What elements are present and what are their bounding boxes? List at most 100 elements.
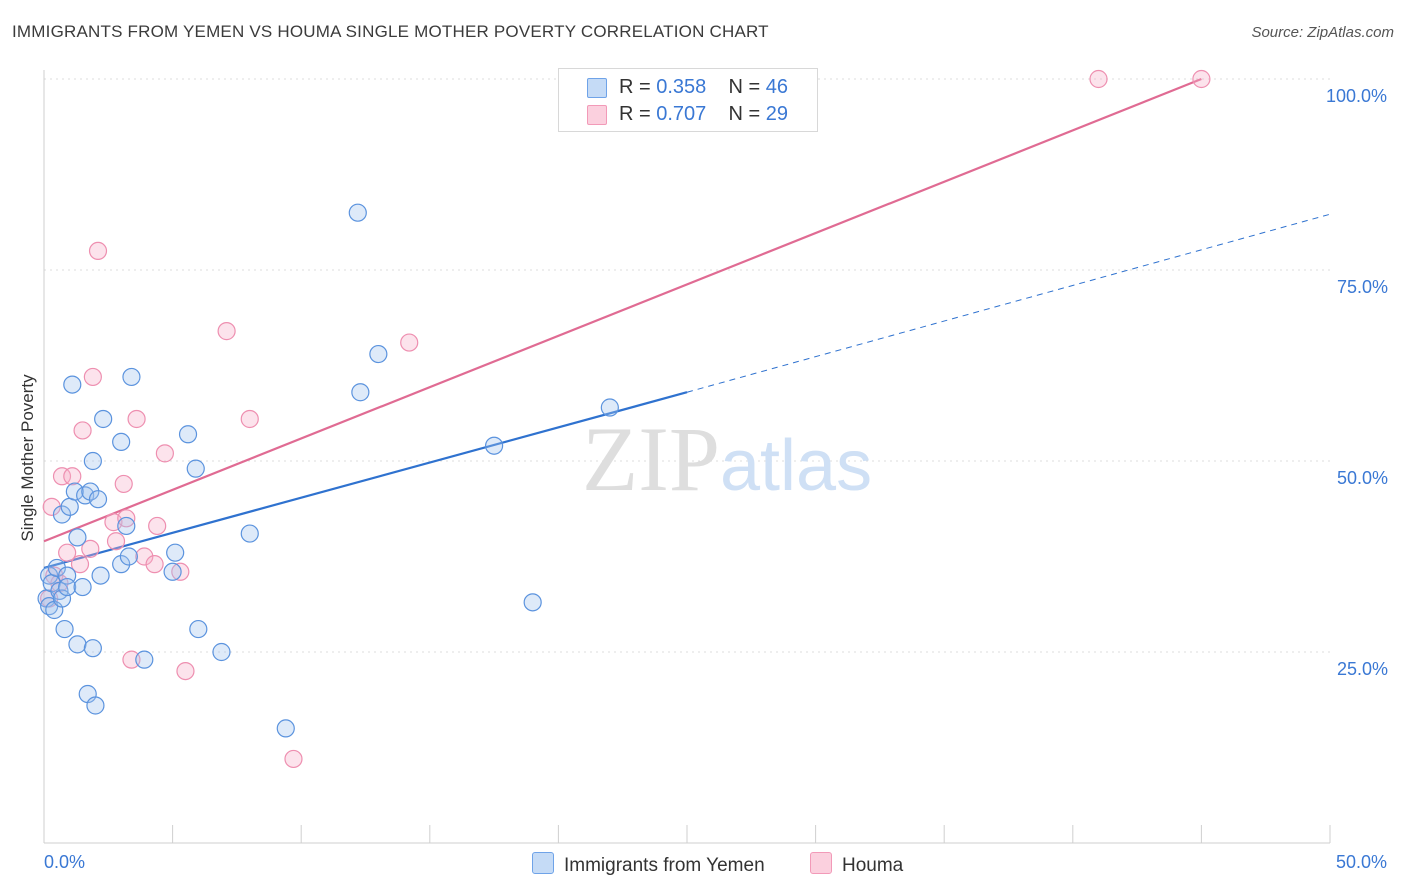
point-houma (171, 562, 190, 581)
trend-lines (43, 77, 1331, 570)
point-yemen (186, 459, 205, 478)
series-label-houma: Houma (842, 855, 904, 876)
legend-r-value: 0.358 (656, 76, 707, 98)
point-houma (58, 543, 77, 562)
y-tick-75: 75.0% (1337, 277, 1389, 297)
y-tick-25: 25.0% (1337, 659, 1389, 679)
point-houma (155, 444, 174, 463)
point-houma (70, 555, 90, 574)
point-yemen (117, 516, 136, 536)
point-yemen (369, 344, 388, 364)
legend-r-label: R = (619, 76, 657, 98)
point-houma (88, 241, 108, 260)
point-yemen (351, 383, 370, 402)
correlation-legend: R = 0.358 N = 46 R = 0.707 N = 29 (558, 68, 818, 132)
point-houma (135, 547, 154, 566)
legend-r-value: 0.707 (656, 103, 707, 125)
legend-n-label: N = (728, 76, 766, 98)
y-axis-label-wrap: Single Mother Poverty (16, 340, 40, 580)
legend-swatch-pink (587, 105, 607, 125)
point-yemen (58, 577, 77, 597)
point-houma (148, 516, 167, 536)
point-yemen (112, 432, 131, 451)
series-swatch-pink (810, 852, 832, 874)
point-yemen (63, 375, 82, 394)
point-houma (217, 322, 236, 341)
legend-text-houma: R = 0.707 N = 29 (619, 103, 788, 126)
point-yemen (81, 482, 100, 501)
point-houma (52, 467, 72, 486)
point-houma (1089, 69, 1108, 89)
point-yemen (135, 650, 154, 669)
point-houma (63, 467, 82, 486)
point-yemen (485, 436, 504, 455)
point-yemen (68, 635, 87, 654)
legend-n-value: 29 (765, 103, 789, 125)
point-houma (400, 333, 419, 352)
chart-source: Source: ZipAtlas.com (1251, 24, 1394, 41)
x-tick-max: 50.0% (1336, 852, 1388, 872)
point-yemen (212, 642, 231, 662)
point-yemen (523, 593, 542, 612)
point-houma (73, 421, 92, 440)
point-yemen (86, 696, 105, 715)
point-houma (83, 367, 102, 387)
data-points (37, 69, 1211, 769)
point-houma (1192, 69, 1211, 89)
point-yemen (94, 409, 113, 429)
point-houma (117, 509, 136, 528)
point-yemen (83, 639, 102, 658)
legend-n-label: N = (728, 103, 766, 125)
point-yemen (600, 398, 619, 417)
point-houma (81, 539, 100, 558)
point-houma (122, 650, 141, 669)
trendline-houma (43, 77, 1202, 543)
y-axis-label: Single Mother Poverty (18, 374, 37, 542)
point-yemen (65, 482, 84, 501)
series-swatch-blue (532, 852, 554, 874)
x-axis-ticks (43, 825, 1331, 843)
point-houma (114, 474, 133, 494)
series-legend-houma: Houma (810, 852, 903, 877)
point-yemen (91, 566, 110, 585)
legend-text-yemen: R = 0.358 N = 46 (619, 76, 788, 99)
grid-lines (44, 78, 1330, 653)
point-houma (42, 497, 61, 516)
trendline-yemen-extension (686, 213, 1331, 393)
legend-r-label: R = (619, 103, 657, 125)
trendline-yemen (43, 391, 688, 570)
y-tick-100: 100.0% (1326, 86, 1388, 106)
point-yemen (52, 589, 72, 608)
series-legend-yemen: Immigrants from Yemen (532, 852, 765, 877)
series-label-yemen: Immigrants from Yemen (564, 855, 765, 876)
point-yemen (348, 203, 367, 222)
watermark-zip: ZIP (582, 408, 720, 510)
legend-n-value: 46 (765, 76, 789, 98)
legend-swatch-blue (587, 78, 607, 98)
point-yemen (52, 505, 72, 524)
point-yemen (119, 547, 138, 566)
point-yemen (189, 619, 208, 639)
point-houma (176, 661, 195, 681)
point-yemen (47, 558, 66, 578)
point-yemen (73, 577, 92, 597)
point-houma (127, 409, 146, 429)
point-yemen (68, 528, 87, 547)
point-yemen (240, 524, 259, 543)
point-yemen (88, 490, 108, 509)
point-houma (240, 409, 259, 429)
point-yemen (83, 451, 102, 471)
point-yemen (112, 555, 131, 574)
point-yemen (122, 367, 141, 387)
watermark-atlas: atlas (720, 426, 872, 506)
y-tick-50: 50.0% (1337, 468, 1389, 488)
point-yemen (60, 497, 79, 516)
point-houma (284, 749, 303, 769)
point-yemen (55, 619, 74, 639)
point-yemen (166, 543, 185, 562)
x-tick-min: 0.0% (44, 852, 86, 872)
point-yemen (276, 719, 295, 738)
point-yemen (163, 562, 182, 581)
point-yemen (178, 425, 198, 444)
